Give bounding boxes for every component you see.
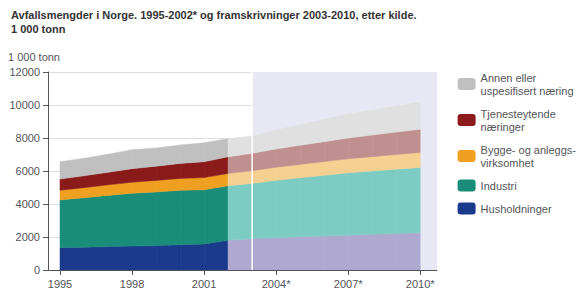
svg-text:Industri: Industri: [481, 180, 517, 192]
svg-text:0: 0: [34, 264, 40, 276]
svg-text:1998: 1998: [120, 278, 144, 290]
svg-text:2000: 2000: [16, 231, 40, 243]
svg-text:Bygge- og anleggs-: Bygge- og anleggs-: [481, 144, 577, 156]
svg-text:2010*: 2010*: [406, 278, 435, 290]
svg-text:2004*: 2004*: [262, 278, 291, 290]
svg-text:Avfallsmengder i Norge. 1995-2: Avfallsmengder i Norge. 1995-2002* og fr…: [11, 9, 417, 21]
svg-text:6000: 6000: [16, 165, 40, 177]
svg-text:1995: 1995: [48, 278, 72, 290]
svg-text:Husholdninger: Husholdninger: [481, 203, 552, 215]
svg-text:uspesifisert næring: uspesifisert næring: [481, 85, 574, 97]
svg-text:2007*: 2007*: [334, 278, 363, 290]
svg-text:1 000 tonn: 1 000 tonn: [11, 23, 66, 35]
svg-text:Annen eller: Annen eller: [481, 72, 537, 84]
svg-text:virksomhet: virksomhet: [481, 157, 534, 169]
svg-text:8000: 8000: [16, 132, 40, 144]
svg-text:12000: 12000: [9, 66, 40, 78]
svg-text:Tjenesteytende: Tjenesteytende: [481, 108, 556, 120]
svg-text:10000: 10000: [9, 99, 40, 111]
svg-text:4000: 4000: [16, 198, 40, 210]
svg-text:2001: 2001: [192, 278, 216, 290]
svg-text:1 000 tonn: 1 000 tonn: [8, 51, 60, 63]
svg-text:næringer: næringer: [481, 121, 525, 133]
